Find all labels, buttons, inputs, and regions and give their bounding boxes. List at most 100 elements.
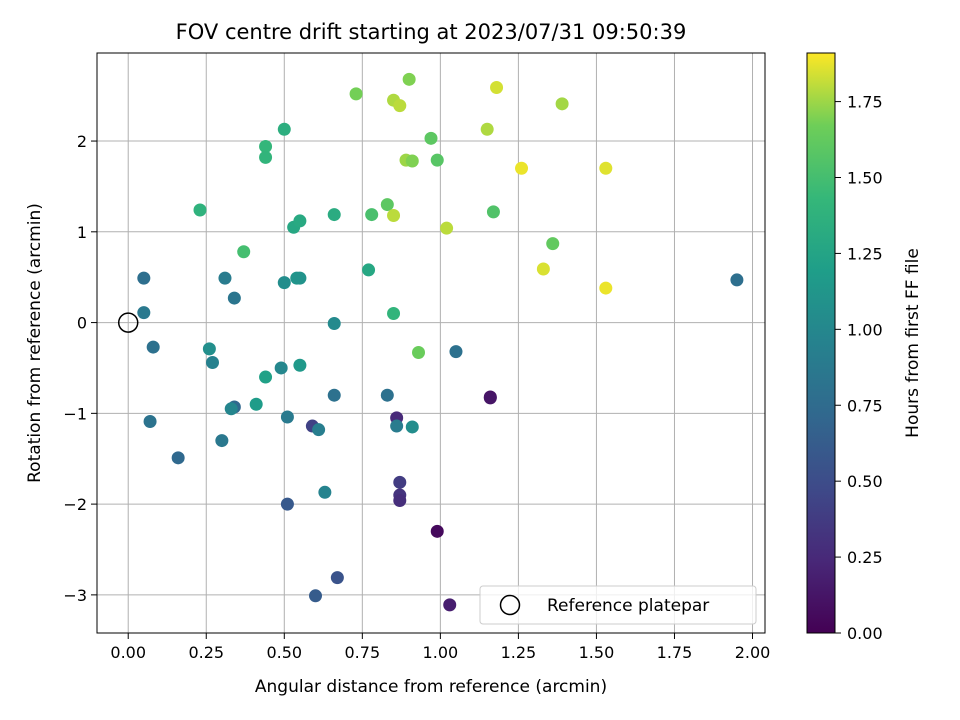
colorbar-label: Hours from first FF file: [903, 248, 923, 438]
scatter-point: [330, 571, 344, 585]
x-axis-ticks: 0.00 0.25 0.50 0.75 1.00 1.25 1.50 1.75 2.00: [110, 633, 770, 662]
scatter-point: [224, 402, 238, 416]
scatter-point: [412, 346, 426, 360]
plot-frame: [96, 52, 766, 634]
scatter-point: [599, 161, 613, 175]
scatter-points: [137, 72, 744, 612]
reference-platepar-point: [117, 312, 139, 333]
scatter-point: [312, 423, 326, 437]
scatter-point: [277, 276, 291, 290]
y-axis-label: Rotation from reference (arcmin): [25, 203, 45, 483]
scatter-point: [393, 99, 407, 113]
scatter-point: [362, 263, 376, 277]
chart-title: FOV centre drift starting at 2023/07/31 …: [176, 20, 687, 44]
scatter-point: [309, 589, 323, 603]
y-tick-label: −2: [63, 495, 87, 514]
scatter-point: [137, 306, 151, 320]
scatter-point: [555, 97, 569, 111]
scatter-point: [280, 410, 294, 424]
reference-marker: [117, 312, 139, 333]
y-tick-label: −1: [63, 404, 87, 423]
scatter-point: [327, 316, 341, 330]
colorbar-tick-label: 1.25: [847, 244, 883, 263]
scatter-point: [143, 415, 157, 429]
x-tick-label: 1.00: [423, 643, 459, 662]
scatter-point: [249, 397, 263, 411]
colorbar-tick-label: 1.00: [847, 320, 883, 339]
y-tick-label: 2: [77, 132, 87, 151]
scatter-point: [387, 208, 401, 222]
x-tick-label: 0.00: [110, 643, 146, 662]
x-tick-label: 2.00: [735, 643, 771, 662]
scatter-point: [483, 391, 497, 405]
scatter-point: [599, 281, 613, 295]
scatter-point: [237, 245, 251, 259]
scatter-point: [443, 598, 457, 612]
scatter-point: [480, 122, 494, 136]
scatter-point: [380, 198, 394, 212]
scatter-point: [202, 342, 216, 356]
colorbar-tick-label: 0.75: [847, 396, 883, 415]
scatter-point: [430, 524, 444, 538]
scatter-point: [405, 420, 419, 434]
scatter-point: [393, 493, 407, 507]
scatter-point: [146, 340, 160, 354]
x-tick-label: 1.50: [579, 643, 615, 662]
y-tick-label: −3: [63, 586, 87, 605]
colorbar-tick-label: 0.25: [847, 548, 883, 567]
scatter-point: [390, 419, 404, 433]
scatter-point: [515, 161, 529, 175]
legend-box: [479, 585, 757, 625]
legend: Reference platepar: [479, 585, 757, 625]
y-tick-label: 0: [77, 314, 87, 333]
scatter-point: [193, 203, 207, 217]
legend-label-reference: Reference platepar: [547, 596, 709, 616]
colorbar-frame: [806, 52, 836, 634]
x-tick-label: 0.75: [345, 643, 381, 662]
colorbar-tick-label: 0.50: [847, 472, 883, 491]
scatter-point: [293, 271, 307, 285]
scatter-point: [424, 131, 438, 145]
colorbar-tick-label: 1.50: [847, 169, 883, 188]
scatter-point: [365, 208, 379, 222]
scatter-point: [486, 205, 500, 219]
scatter-point: [293, 358, 307, 372]
scatter-point: [430, 153, 444, 167]
scatter-point: [393, 475, 407, 489]
scatter-point: [490, 80, 504, 94]
grid-lines: [97, 53, 765, 633]
x-tick-label: 1.75: [657, 643, 693, 662]
scatter-point: [205, 356, 219, 370]
scatter-point: [380, 388, 394, 402]
y-axis-ticks: −3 −2 −1 0 1 2: [63, 132, 97, 605]
scatter-point: [274, 361, 288, 375]
scatter-point: [730, 273, 744, 287]
x-tick-label: 0.50: [266, 643, 302, 662]
x-axis-label: Angular distance from reference (arcmin): [255, 677, 607, 697]
scatter-point: [259, 150, 273, 164]
scatter-point: [259, 139, 273, 153]
colorbar-gradient: [807, 53, 835, 633]
scatter-point: [405, 154, 419, 168]
scatter-point: [215, 434, 229, 448]
scatter-point: [440, 221, 454, 235]
scatter-point: [536, 262, 550, 276]
colorbar-tick-label: 1.75: [847, 93, 883, 112]
colorbar-tick-label: 0.00: [847, 624, 883, 643]
scatter-point: [227, 291, 241, 305]
x-tick-label: 1.25: [501, 643, 537, 662]
scatter-point: [546, 237, 560, 251]
scatter-point: [277, 122, 291, 136]
scatter-point: [327, 388, 341, 402]
scatter-point: [218, 271, 232, 285]
legend-marker-reference: [499, 594, 521, 616]
scatter-point: [387, 307, 401, 321]
scatter-point: [449, 345, 463, 359]
scatter-point: [293, 214, 307, 228]
x-tick-label: 0.25: [188, 643, 224, 662]
colorbar: 0.00 0.25 0.50 0.75 1.00 1.25 1.50 1.75 Hours f…: [806, 52, 923, 643]
scatter-point: [259, 370, 273, 384]
scatter-point: [171, 451, 185, 465]
scatter-point: [402, 72, 416, 86]
scatter-point: [349, 87, 363, 101]
